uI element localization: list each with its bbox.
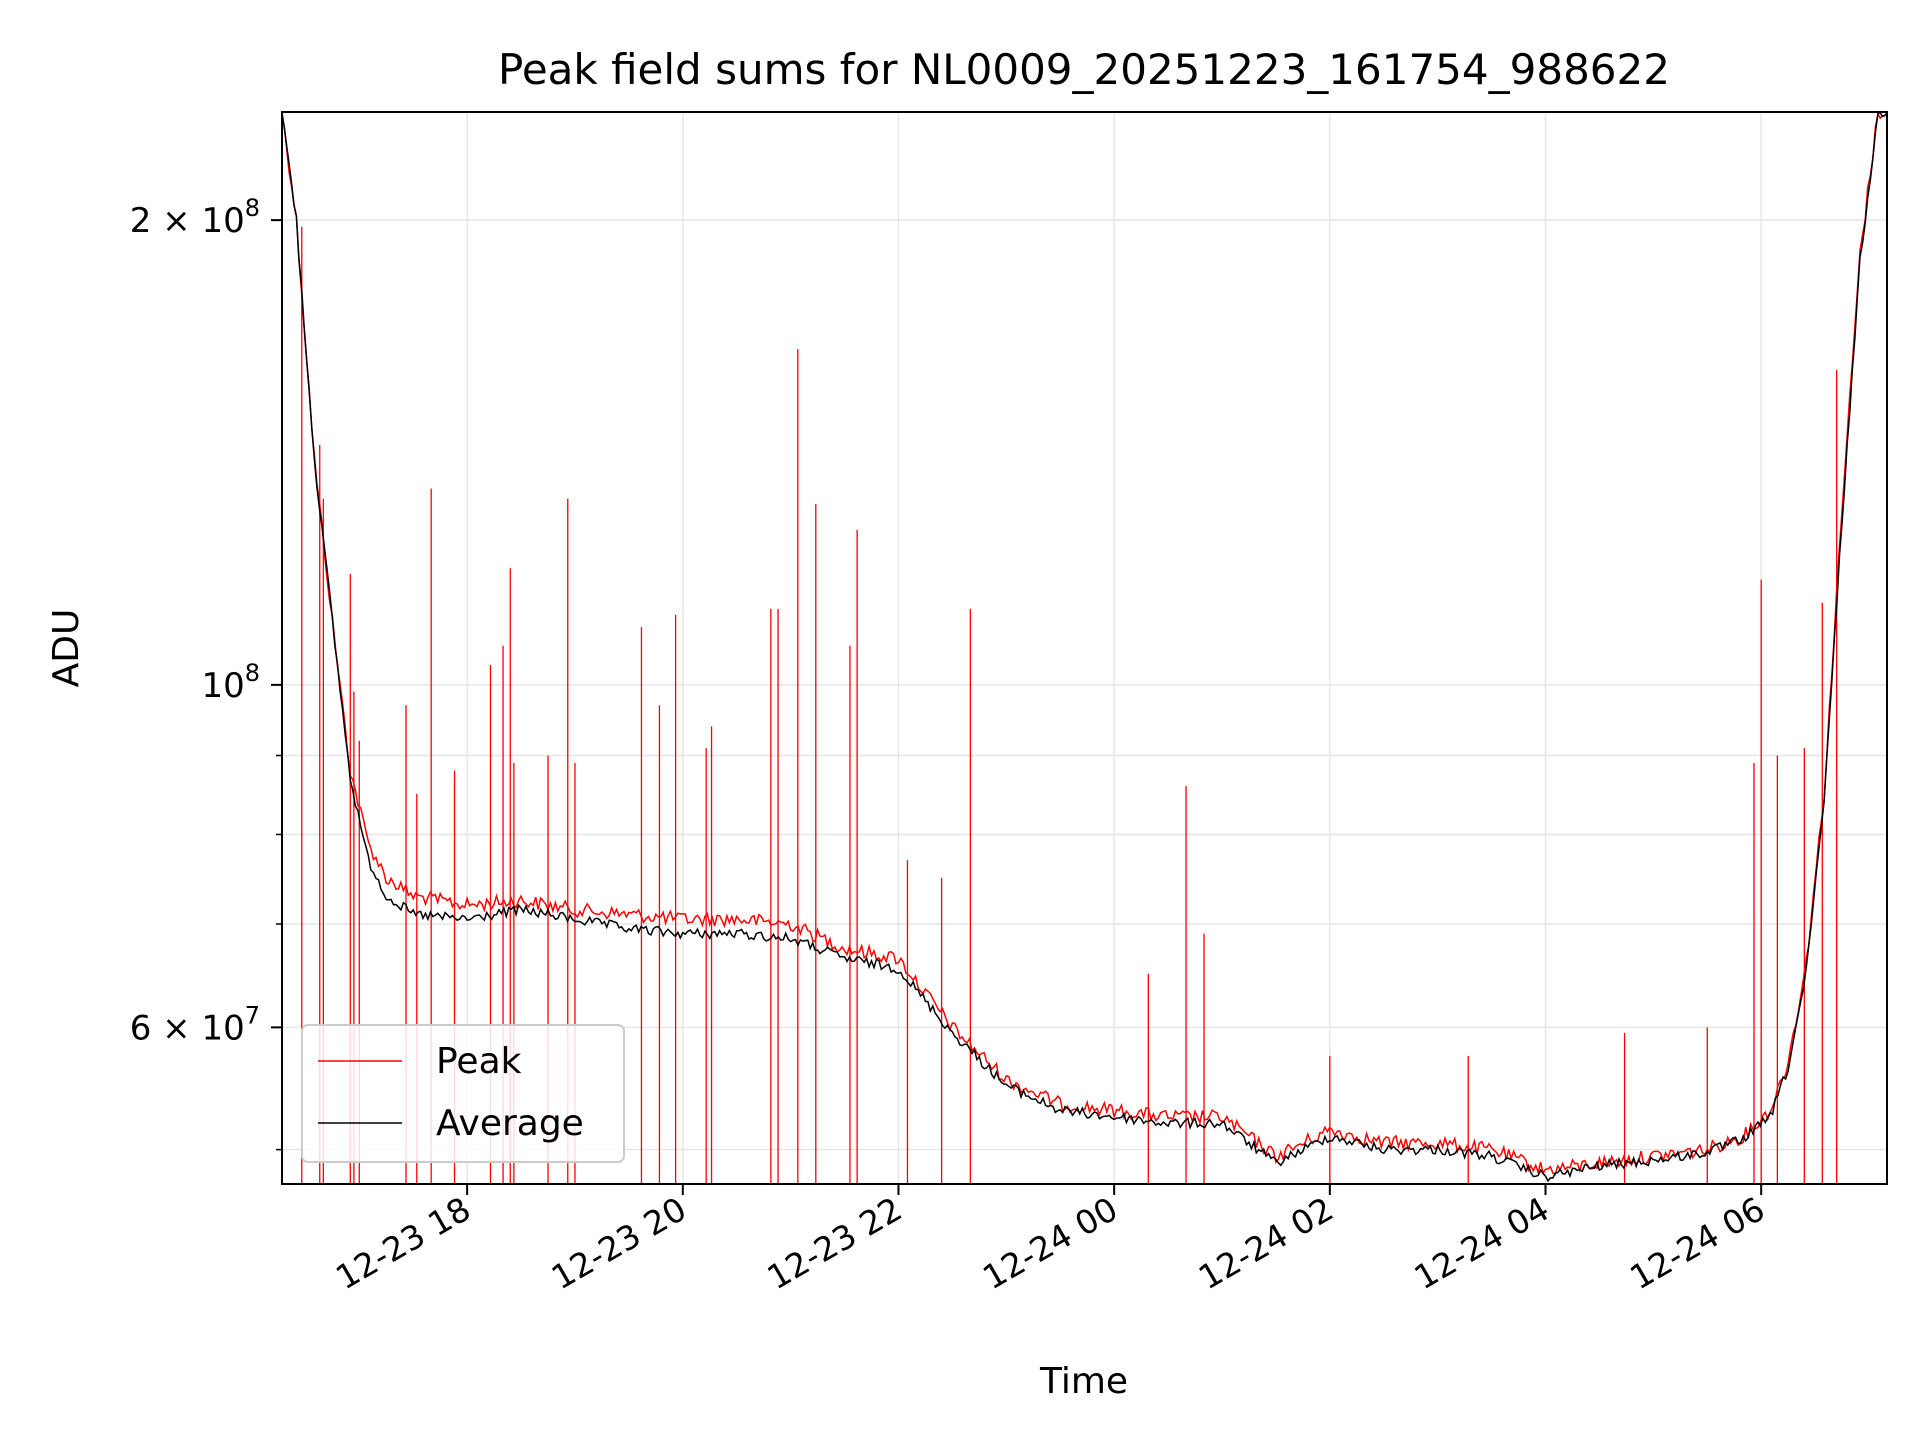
y-tick-label: 108: [201, 659, 260, 706]
legend: Peak Average: [301, 1024, 625, 1163]
legend-label-average: Average: [436, 1103, 584, 1144]
series-line-average: [282, 112, 1887, 1183]
y-tick-label: 2 × 108: [130, 194, 260, 241]
y-axis-label: ADU: [46, 609, 87, 688]
x-axis-label: Time: [1039, 1361, 1128, 1402]
y-axis: 2 × 108 108 6 × 107: [130, 194, 282, 1151]
y-tick-label: 6 × 107: [130, 1001, 260, 1048]
legend-box: [301, 1024, 625, 1163]
axes-frame: [281, 111, 1888, 1185]
legend-label-peak: Peak: [436, 1041, 522, 1082]
chart-title: Peak field sums for NL0009_20251223_1617…: [498, 45, 1670, 94]
